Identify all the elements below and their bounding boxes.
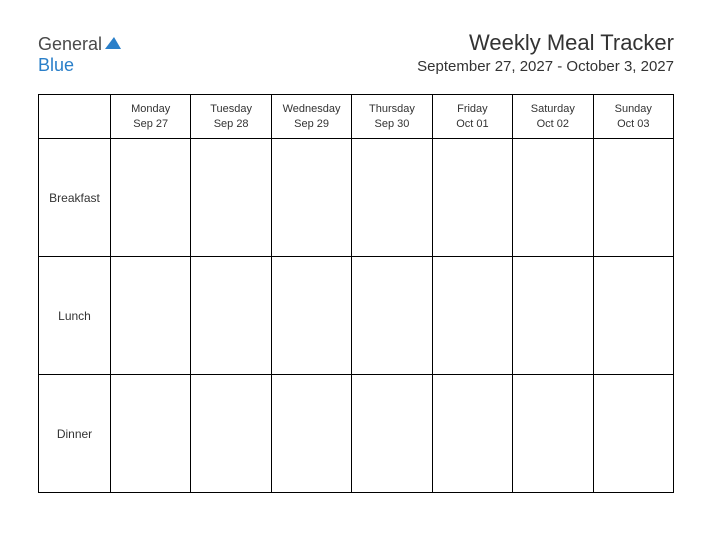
meal-cell[interactable] xyxy=(593,139,673,257)
meal-label-dinner: Dinner xyxy=(39,375,111,493)
day-header-saturday: Saturday Oct 02 xyxy=(513,95,593,139)
day-date: Oct 03 xyxy=(596,117,671,131)
day-date: Oct 01 xyxy=(435,117,510,131)
day-name: Wednesday xyxy=(274,102,349,116)
day-name: Sunday xyxy=(596,102,671,116)
meal-cell[interactable] xyxy=(271,375,351,493)
page-title: Weekly Meal Tracker xyxy=(417,30,674,56)
meal-cell[interactable] xyxy=(513,375,593,493)
meal-cell[interactable] xyxy=(111,139,191,257)
meal-row-breakfast: Breakfast xyxy=(39,139,674,257)
meal-cell[interactable] xyxy=(513,139,593,257)
meal-label-lunch: Lunch xyxy=(39,257,111,375)
meal-tracker-table: Monday Sep 27 Tuesday Sep 28 Wednesday S… xyxy=(38,94,674,493)
day-name: Friday xyxy=(435,102,510,116)
meal-cell[interactable] xyxy=(191,139,271,257)
meal-cell[interactable] xyxy=(352,257,432,375)
day-name: Monday xyxy=(113,102,188,116)
meal-cell[interactable] xyxy=(593,375,673,493)
meal-label-breakfast: Breakfast xyxy=(39,139,111,257)
meal-cell[interactable] xyxy=(432,375,512,493)
day-header-wednesday: Wednesday Sep 29 xyxy=(271,95,351,139)
meal-cell[interactable] xyxy=(593,257,673,375)
day-header-thursday: Thursday Sep 30 xyxy=(352,95,432,139)
meal-cell[interactable] xyxy=(271,139,351,257)
title-block: Weekly Meal Tracker September 27, 2027 -… xyxy=(417,30,674,75)
meal-cell[interactable] xyxy=(513,257,593,375)
day-header-sunday: Sunday Oct 03 xyxy=(593,95,673,139)
meal-cell[interactable] xyxy=(352,375,432,493)
logo-text-general: General xyxy=(38,34,102,54)
day-date: Sep 27 xyxy=(113,117,188,131)
logo: General Blue xyxy=(38,30,122,76)
meal-cell[interactable] xyxy=(111,257,191,375)
day-header-friday: Friday Oct 01 xyxy=(432,95,512,139)
day-header-monday: Monday Sep 27 xyxy=(111,95,191,139)
day-header-tuesday: Tuesday Sep 28 xyxy=(191,95,271,139)
day-name: Tuesday xyxy=(193,102,268,116)
day-date: Sep 30 xyxy=(354,117,429,131)
meal-row-lunch: Lunch xyxy=(39,257,674,375)
meal-row-dinner: Dinner xyxy=(39,375,674,493)
corner-cell xyxy=(39,95,111,139)
meal-cell[interactable] xyxy=(432,257,512,375)
day-date: Sep 28 xyxy=(193,117,268,131)
header-row: Monday Sep 27 Tuesday Sep 28 Wednesday S… xyxy=(39,95,674,139)
meal-cell[interactable] xyxy=(352,139,432,257)
header: General Blue Weekly Meal Tracker Septemb… xyxy=(38,30,674,76)
date-range: September 27, 2027 - October 3, 2027 xyxy=(417,58,674,75)
day-date: Oct 02 xyxy=(515,117,590,131)
meal-cell[interactable] xyxy=(271,257,351,375)
logo-text-blue: Blue xyxy=(38,55,74,75)
meal-cell[interactable] xyxy=(111,375,191,493)
sail-icon xyxy=(104,36,122,50)
meal-cell[interactable] xyxy=(432,139,512,257)
day-name: Thursday xyxy=(354,102,429,116)
day-date: Sep 29 xyxy=(274,117,349,131)
meal-cell[interactable] xyxy=(191,257,271,375)
logo-text-wrapper: General Blue xyxy=(38,34,122,76)
day-name: Saturday xyxy=(515,102,590,116)
meal-cell[interactable] xyxy=(191,375,271,493)
